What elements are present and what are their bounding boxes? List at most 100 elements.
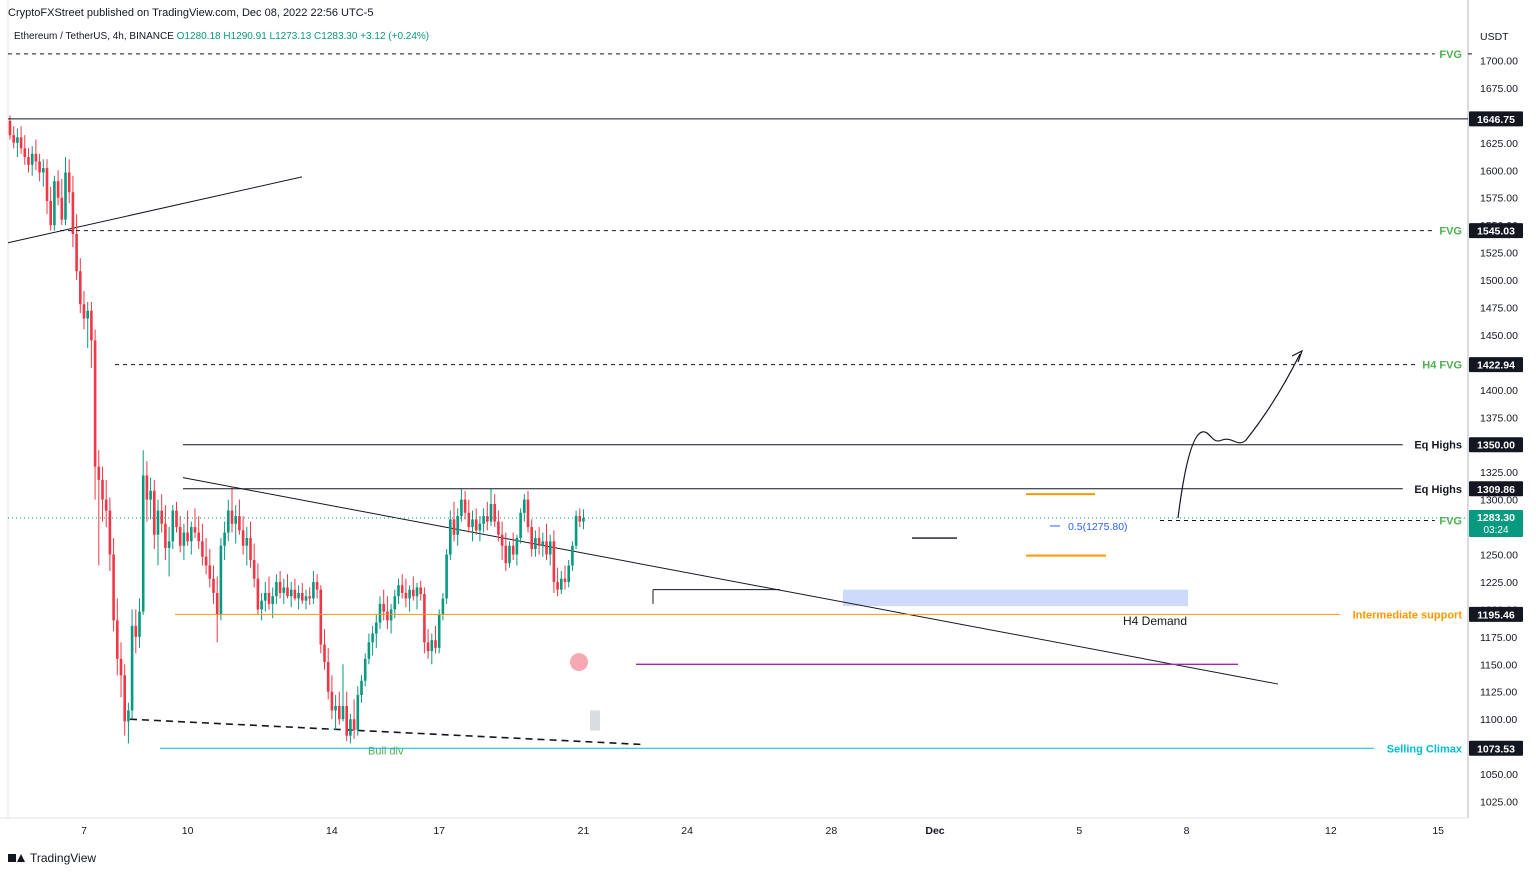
candle[interactable]: [67, 159, 71, 204]
candle[interactable]: [519, 508, 522, 544]
candle[interactable]: [252, 543, 256, 588]
candle[interactable]: [493, 494, 496, 528]
candle[interactable]: [297, 585, 300, 610]
candle[interactable]: [160, 494, 163, 533]
candle[interactable]: [141, 450, 145, 615]
candle[interactable]: [201, 523, 204, 566]
candle[interactable]: [286, 574, 289, 599]
candle[interactable]: [552, 530, 556, 593]
candle[interactable]: [49, 186, 52, 231]
candle[interactable]: [60, 179, 64, 226]
candle[interactable]: [530, 519, 533, 557]
candle[interactable]: [278, 570, 282, 599]
candle[interactable]: [463, 490, 467, 520]
candle[interactable]: [282, 578, 286, 604]
candle[interactable]: [386, 596, 389, 630]
candle[interactable]: [371, 625, 374, 656]
candle[interactable]: [356, 686, 360, 736]
candle[interactable]: [267, 576, 271, 610]
candle[interactable]: [245, 527, 249, 566]
candle[interactable]: [175, 501, 178, 533]
candle[interactable]: [315, 574, 319, 599]
candle[interactable]: [363, 653, 367, 687]
candle[interactable]: [116, 598, 119, 676]
candle[interactable]: [430, 633, 434, 665]
candle[interactable]: [460, 488, 463, 522]
candle[interactable]: [56, 170, 60, 206]
candle[interactable]: [404, 578, 408, 608]
level-price-badge[interactable]: 1646.75: [1469, 111, 1523, 127]
candle[interactable]: [497, 510, 500, 542]
candle[interactable]: [537, 527, 541, 555]
candle[interactable]: [79, 258, 82, 313]
candle[interactable]: [482, 508, 485, 533]
candle[interactable]: [97, 450, 101, 566]
candle[interactable]: [445, 549, 448, 604]
candle[interactable]: [182, 523, 186, 560]
candle[interactable]: [471, 510, 474, 542]
candle[interactable]: [86, 302, 89, 349]
candle[interactable]: [75, 214, 78, 281]
candle[interactable]: [289, 581, 293, 608]
candle[interactable]: [367, 633, 371, 665]
candle[interactable]: [108, 497, 112, 571]
candle[interactable]: [326, 647, 330, 700]
candle[interactable]: [360, 675, 363, 703]
candle[interactable]: [560, 570, 563, 595]
candle[interactable]: [256, 563, 260, 615]
candle[interactable]: [389, 603, 393, 634]
candle[interactable]: [478, 516, 482, 542]
level-price-badge[interactable]: 1195.46: [1469, 606, 1523, 622]
candle[interactable]: [64, 157, 67, 226]
candle[interactable]: [504, 532, 508, 571]
candle[interactable]: [419, 580, 422, 601]
price-axis[interactable]: 1025.001050.001075.001100.001125.001150.…: [1480, 31, 1518, 809]
candle[interactable]: [90, 302, 93, 368]
candle[interactable]: [441, 592, 445, 621]
candle[interactable]: [45, 159, 49, 215]
candle[interactable]: [34, 139, 38, 171]
candle[interactable]: [408, 585, 411, 612]
candle[interactable]: [249, 521, 252, 568]
candle[interactable]: [101, 466, 104, 522]
candle[interactable]: [293, 578, 297, 601]
candle[interactable]: [23, 135, 27, 165]
candle[interactable]: [53, 175, 56, 231]
candle[interactable]: [378, 596, 382, 630]
candle[interactable]: [523, 494, 526, 522]
candle[interactable]: [486, 501, 489, 531]
level-price-badge[interactable]: 1309.86: [1469, 481, 1523, 497]
candle[interactable]: [190, 521, 193, 555]
candle[interactable]: [193, 508, 197, 539]
candle[interactable]: [541, 532, 545, 557]
candle[interactable]: [275, 574, 278, 604]
candle[interactable]: [241, 516, 245, 555]
candle[interactable]: [534, 530, 537, 557]
level-price-badge[interactable]: 1350.00: [1469, 437, 1523, 453]
candle[interactable]: [434, 625, 437, 654]
candle[interactable]: [508, 541, 511, 568]
candle[interactable]: [16, 128, 19, 158]
candle[interactable]: [382, 589, 385, 621]
candles[interactable]: [8, 115, 585, 744]
candle[interactable]: [171, 505, 175, 550]
candle[interactable]: [563, 565, 567, 590]
candle[interactable]: [304, 589, 308, 610]
candle[interactable]: [71, 175, 75, 248]
candle[interactable]: [423, 587, 426, 654]
candle[interactable]: [130, 609, 134, 720]
candle[interactable]: [119, 642, 123, 698]
candle[interactable]: [312, 570, 315, 604]
candle[interactable]: [123, 664, 126, 736]
candle[interactable]: [12, 126, 15, 149]
candle[interactable]: [574, 510, 578, 550]
candle[interactable]: [571, 541, 574, 571]
candle[interactable]: [452, 501, 456, 542]
candle[interactable]: [489, 488, 493, 526]
candle[interactable]: [186, 510, 189, 546]
candle[interactable]: [526, 490, 530, 533]
candle[interactable]: [219, 538, 223, 621]
candle[interactable]: [238, 499, 241, 535]
candle[interactable]: [42, 159, 45, 187]
candle[interactable]: [330, 675, 334, 720]
